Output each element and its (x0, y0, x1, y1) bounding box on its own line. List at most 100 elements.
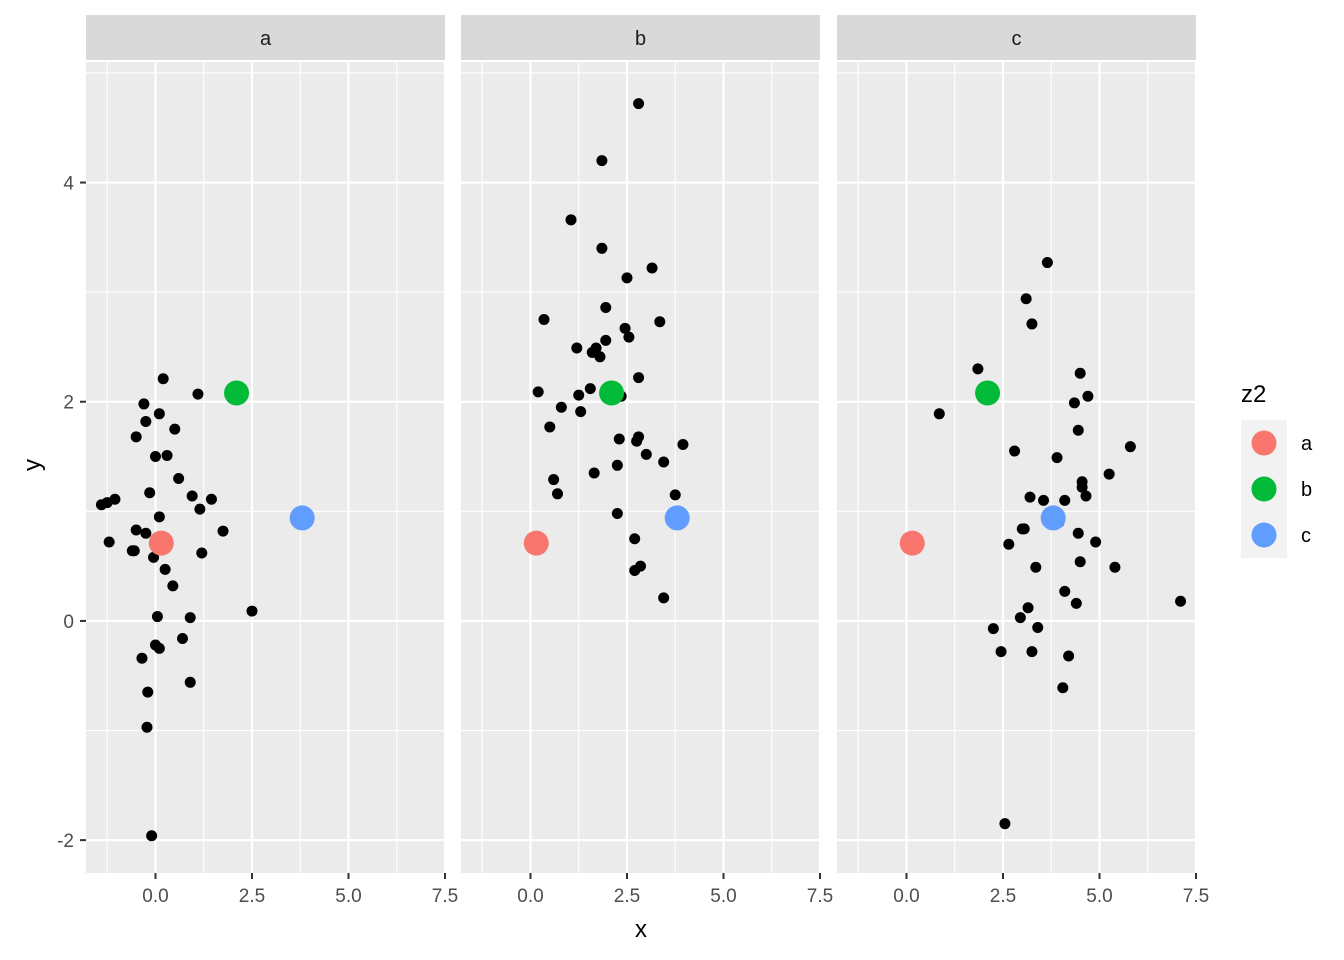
data-point (1038, 494, 1050, 506)
data-point (611, 508, 623, 520)
legend-key-a (1251, 430, 1277, 456)
data-point (1014, 612, 1026, 624)
data-point (575, 406, 587, 418)
data-point (532, 386, 544, 398)
data-point (538, 314, 550, 326)
data-point (629, 533, 641, 545)
data-point (565, 214, 577, 226)
data-point (1024, 491, 1036, 503)
data-point (246, 605, 258, 617)
legend-title: z2 (1241, 381, 1266, 408)
data-point (658, 456, 670, 468)
y-tick-label: -2 (57, 831, 74, 852)
data-point (600, 334, 612, 346)
data-point (184, 612, 196, 624)
data-point (669, 489, 681, 501)
y-tick-label: 0 (63, 612, 74, 633)
data-point (141, 721, 153, 733)
x-tick-label: 0.0 (517, 886, 543, 907)
data-point (1103, 468, 1115, 480)
data-point (217, 525, 229, 537)
data-point (571, 342, 583, 354)
data-point (1030, 561, 1042, 573)
data-point (157, 373, 169, 385)
x-tick-label: 7.5 (432, 886, 458, 907)
strip-background (461, 15, 820, 60)
data-point (590, 342, 602, 354)
data-point (584, 383, 596, 395)
data-point (153, 511, 165, 523)
x-tick-label: 7.5 (807, 886, 833, 907)
data-point (184, 676, 196, 688)
data-point (128, 545, 140, 557)
data-point (194, 503, 206, 515)
data-point (1124, 441, 1136, 453)
data-point (1041, 257, 1053, 269)
data-point (987, 623, 999, 635)
x-tick-label: 0.0 (142, 886, 168, 907)
data-point (995, 646, 1007, 658)
data-point (600, 301, 612, 313)
data-point (1074, 367, 1086, 379)
data-point (1026, 318, 1038, 330)
data-point (1109, 561, 1121, 573)
data-point (1022, 602, 1034, 614)
y-tick-label: 4 (63, 174, 74, 195)
panel-background (86, 62, 445, 873)
x-tick-label: 0.0 (893, 886, 919, 907)
data-point (109, 493, 121, 505)
data-point (1026, 646, 1038, 658)
data-point (573, 389, 585, 401)
x-tick-label: 2.5 (990, 886, 1016, 907)
data-point (619, 322, 631, 334)
x-tick-label: 5.0 (710, 886, 736, 907)
data-point (186, 490, 198, 502)
highlight-point-c (1040, 505, 1066, 531)
data-point (1059, 585, 1071, 597)
x-tick-label: 7.5 (1183, 886, 1209, 907)
data-point (654, 316, 666, 328)
data-point (623, 331, 635, 343)
data-point (167, 580, 179, 592)
data-point (552, 488, 564, 500)
data-point (192, 388, 204, 400)
highlight-point-b (224, 380, 250, 406)
highlight-point-a (899, 530, 925, 556)
data-point (635, 560, 646, 572)
panels-layer: a 0.0 2.5 5.0 7.5 -2 0 2 4 b 0.0 2.5 5.0 7.5 c 0.0 2.5 5.… (57, 15, 1209, 907)
data-point (1051, 452, 1063, 464)
panel-b: b 0.0 2.5 5.0 7.5 (461, 15, 833, 907)
strip-label: b (635, 28, 646, 50)
data-point (588, 467, 600, 479)
data-point (1063, 650, 1075, 662)
x-axis-title: x (635, 916, 647, 943)
strip-background (837, 15, 1196, 60)
data-point (646, 262, 658, 274)
data-point (633, 431, 645, 443)
legend-label-b: b (1301, 479, 1312, 501)
legend: z2 a b c (1241, 381, 1313, 558)
data-point (1074, 556, 1086, 568)
data-point (1018, 523, 1030, 535)
data-point (142, 686, 154, 698)
data-point (1059, 494, 1071, 506)
data-point (596, 155, 608, 167)
data-point (153, 408, 165, 420)
data-point (205, 493, 217, 505)
data-point (130, 524, 142, 536)
data-point (1076, 481, 1088, 493)
data-point (548, 474, 560, 486)
highlight-point-a (523, 530, 549, 556)
data-point (169, 423, 181, 435)
x-tick-label: 5.0 (1086, 886, 1112, 907)
data-point (151, 611, 163, 623)
legend-key-b (1251, 476, 1277, 502)
data-point (136, 652, 148, 664)
data-point (640, 448, 652, 460)
strip-background (86, 15, 445, 60)
data-point (173, 472, 185, 484)
data-point (1175, 595, 1187, 607)
data-point (555, 401, 567, 413)
data-point (148, 551, 160, 563)
data-point (999, 818, 1011, 830)
